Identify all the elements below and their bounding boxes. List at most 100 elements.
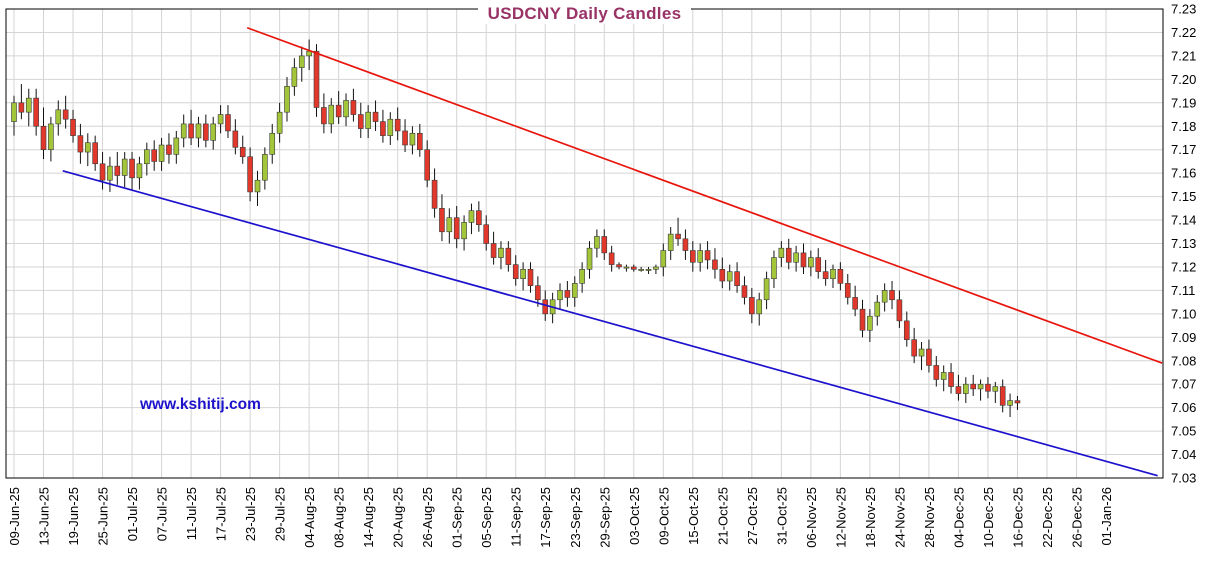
candle (505, 241, 512, 272)
y-tick-label: 7.04 (1171, 447, 1196, 462)
candle (394, 107, 401, 141)
x-tick-label: 05-Sep-25 (479, 487, 494, 548)
candle (535, 276, 541, 307)
candle (247, 147, 253, 202)
candle (476, 201, 482, 232)
x-tick-label: 29-Jul-25 (273, 487, 288, 541)
candle (188, 109, 194, 146)
x-tick-label: 15-Oct-25 (686, 487, 701, 545)
y-tick-label: 7.06 (1171, 400, 1196, 415)
y-tick-label: 7.05 (1171, 424, 1196, 439)
candle (741, 276, 748, 305)
candle (144, 142, 150, 176)
candle (210, 116, 217, 150)
x-tick-label: 04-Aug-25 (302, 487, 317, 548)
candle (726, 264, 733, 291)
candle (690, 241, 696, 272)
candles (11, 39, 1021, 418)
x-tick-label: 01-Jul-25 (125, 487, 140, 541)
candle (601, 229, 608, 260)
candle (564, 281, 571, 307)
candle (630, 264, 637, 272)
y-tick-label: 7.12 (1171, 259, 1196, 274)
candle (18, 84, 25, 120)
candle (173, 130, 180, 164)
y-tick-label: 7.03 (1171, 471, 1196, 486)
candle (99, 152, 106, 190)
y-tick-label: 7.14 (1171, 213, 1196, 228)
candle (380, 109, 386, 143)
candle (822, 259, 829, 286)
candle (158, 137, 165, 171)
candle (638, 266, 644, 272)
candle (940, 365, 947, 392)
candle (859, 299, 866, 338)
candle (778, 241, 785, 267)
candle (1007, 393, 1013, 418)
x-tick-label: 09-Jun-25 (7, 487, 22, 546)
candle (33, 88, 39, 136)
x-tick-label: 10-Dec-25 (981, 487, 996, 548)
candle (793, 245, 799, 272)
y-tick-label: 7.19 (1171, 95, 1196, 110)
candle (970, 374, 976, 396)
candle (999, 379, 1006, 413)
x-tick-label: 19-Jun-25 (66, 487, 81, 546)
candle (409, 126, 416, 155)
x-tick-label: 27-Oct-25 (745, 487, 760, 545)
x-tick-label: 17-Sep-25 (538, 487, 553, 548)
candle (667, 227, 674, 260)
candle (896, 290, 903, 328)
x-tick-label: 17-Jul-25 (214, 487, 229, 541)
x-tick-label: 29-Sep-25 (597, 487, 612, 548)
x-tick-label: 28-Nov-25 (922, 487, 937, 548)
candle (527, 262, 534, 293)
x-tick-label: 01-Jan-26 (1099, 487, 1114, 546)
candle (771, 250, 777, 289)
candle (166, 133, 172, 164)
candle (874, 295, 881, 326)
candle (372, 100, 379, 131)
candle (977, 379, 984, 401)
x-tick-label: 26-Aug-25 (420, 487, 435, 548)
x-axis-labels: 09-Jun-25 13-Jun-25 19-Jun-25 25-Jun-25 01-J… (7, 487, 1114, 548)
candle (852, 285, 858, 317)
candle (121, 152, 128, 188)
candle (955, 374, 962, 401)
candle (254, 170, 261, 206)
candle (653, 264, 659, 274)
candle (461, 215, 467, 251)
candle (225, 105, 231, 138)
candle (48, 116, 54, 162)
candle (453, 205, 460, 249)
y-tick-label: 7.09 (1171, 330, 1196, 345)
candle (365, 105, 371, 138)
candle (557, 283, 563, 310)
x-tick-label: 20-Aug-25 (391, 487, 406, 548)
y-tick-label: 7.20 (1171, 72, 1196, 87)
x-tick-label: 16-Dec-25 (1010, 487, 1025, 548)
candle (660, 243, 667, 277)
candle (180, 114, 187, 148)
candle (55, 100, 62, 136)
candle (431, 168, 438, 218)
candle (40, 107, 47, 160)
candle (417, 123, 423, 157)
candle (837, 262, 844, 291)
candle (195, 116, 202, 148)
lower-channel-trendline (62, 169, 1158, 477)
candle (107, 156, 113, 192)
candle (129, 152, 135, 190)
candle (933, 356, 940, 387)
candle (808, 250, 814, 277)
candle (269, 123, 276, 164)
x-tick-label: 24-Nov-25 (892, 487, 907, 548)
candle (867, 309, 873, 342)
candle (424, 140, 430, 188)
candle (911, 327, 917, 364)
candle (594, 229, 600, 258)
y-tick-label: 7.15 (1171, 189, 1196, 204)
candle (84, 133, 91, 167)
candle (881, 283, 888, 312)
candle (675, 217, 681, 246)
